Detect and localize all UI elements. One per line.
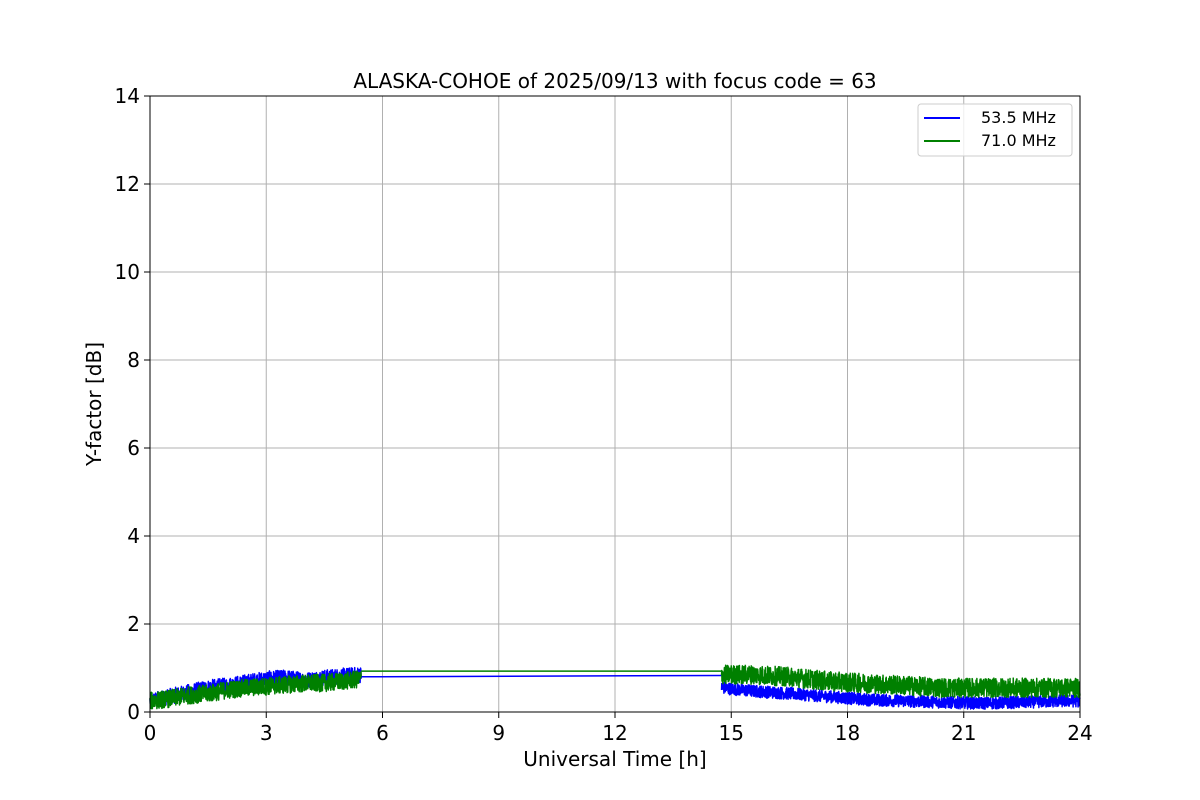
y-tick-label: 14 (115, 84, 140, 108)
x-tick-label: 12 (602, 721, 627, 745)
plot-area (149, 664, 1081, 710)
y-tick-label: 2 (127, 612, 140, 636)
x-tick-label: 18 (835, 721, 860, 745)
y-tick-label: 12 (115, 172, 140, 196)
y-tick-label: 6 (127, 436, 140, 460)
y-tick-label: 0 (127, 700, 140, 724)
series-line-53-5-mhz (720, 681, 1081, 710)
legend: 53.5 MHz 71.0 MHz (917, 103, 1073, 157)
x-tick-label: 15 (719, 721, 744, 745)
y-tick-label: 10 (115, 260, 140, 284)
series-71-0-mhz (149, 664, 1081, 710)
x-tick-label: 3 (260, 721, 273, 745)
y-axis-label: Y-factor [dB] (82, 342, 106, 467)
series-line-53-5-mhz (361, 674, 722, 678)
y-tick-label: 4 (127, 524, 140, 548)
legend-label-53-5-mhz: 53.5 MHz (981, 108, 1056, 127)
series-line-71-0-mhz (720, 664, 1081, 699)
series-line-71-0-mhz (149, 670, 362, 710)
x-tick-label: 21 (951, 721, 976, 745)
x-tick-label: 9 (492, 721, 505, 745)
x-tick-label: 6 (376, 721, 389, 745)
x-tick-label: 0 (144, 721, 157, 745)
chart-title: ALASKA-COHOE of 2025/09/13 with focus co… (353, 69, 876, 93)
x-axis-label: Universal Time [h] (523, 747, 706, 771)
legend-label-71-0-mhz: 71.0 MHz (981, 131, 1056, 150)
y-tick-label: 8 (127, 348, 140, 372)
x-tick-label: 24 (1067, 721, 1092, 745)
